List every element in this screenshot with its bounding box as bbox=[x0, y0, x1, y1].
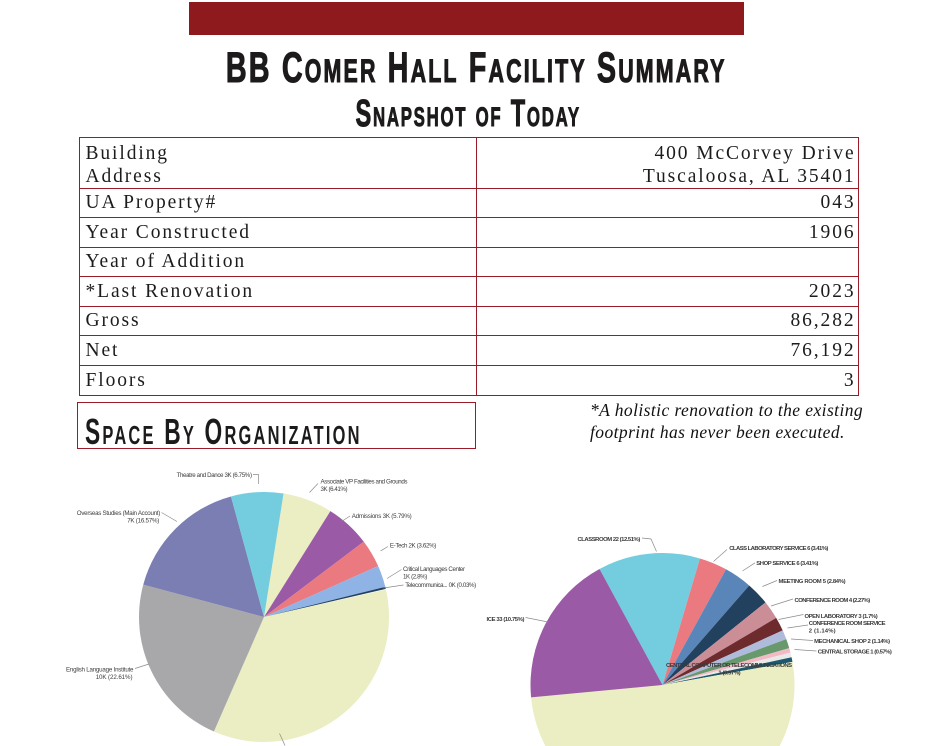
svg-text:CLASSROOM 22 (12.51%): CLASSROOM 22 (12.51%) bbox=[578, 537, 641, 543]
svg-text:English Language Institute: English Language Institute bbox=[66, 667, 134, 674]
svg-text:OPEN LABORATORY 3 (1.7%): OPEN LABORATORY 3 (1.7%) bbox=[805, 614, 878, 620]
svg-text:Associate VP Facilities and Gr: Associate VP Facilities and Grounds bbox=[321, 479, 408, 486]
svg-text:7K (16.57%): 7K (16.57%) bbox=[127, 518, 159, 525]
svg-text:CONFERENCE ROOM 4 (2.27%): CONFERENCE ROOM 4 (2.27%) bbox=[795, 598, 871, 604]
svg-text:Overseas Studies (Main Account: Overseas Studies (Main Account) bbox=[77, 510, 161, 517]
svg-text:SHOP SERVICE 6 (3.41%): SHOP SERVICE 6 (3.41%) bbox=[756, 561, 818, 567]
svg-text:Critical Languages Center: Critical Languages Center bbox=[403, 566, 465, 573]
svg-text:CENTRAL STORAGE 1 (0.57%): CENTRAL STORAGE 1 (0.57%) bbox=[818, 649, 892, 655]
svg-text:3K (6.41%): 3K (6.41%) bbox=[321, 486, 348, 493]
svg-text:CONFERENCE ROOM SERVICE: CONFERENCE ROOM SERVICE bbox=[809, 621, 886, 627]
svg-text:MEETING ROOM 5 (2.84%): MEETING ROOM 5 (2.84%) bbox=[779, 579, 846, 585]
svg-text:MECHANICAL SHOP 2 (1.14%): MECHANICAL SHOP 2 (1.14%) bbox=[814, 639, 890, 645]
svg-text:ICE 33 (10.75%): ICE 33 (10.75%) bbox=[487, 617, 525, 623]
svg-text:CENTRAL COMPUTER OR TELECOMMUN: CENTRAL COMPUTER OR TELECOMMUNICATIONS bbox=[666, 663, 792, 669]
svg-text:Telecommunica... 0K (0.03%): Telecommunica... 0K (0.03%) bbox=[405, 582, 476, 589]
svg-text:10K (22.61%): 10K (22.61%) bbox=[96, 674, 133, 681]
svg-text:1 (0.57%): 1 (0.57%) bbox=[718, 670, 740, 676]
svg-text:1K (2.8%): 1K (2.8%) bbox=[403, 574, 427, 581]
svg-text:2 (1.14%): 2 (1.14%) bbox=[809, 629, 836, 635]
svg-text:E-Tech 2K (3.62%): E-Tech 2K (3.62%) bbox=[390, 543, 436, 550]
svg-text:Admissions 3K (5.79%): Admissions 3K (5.79%) bbox=[352, 513, 412, 520]
svg-text:Theatre and Dance 3K (6.75%): Theatre and Dance 3K (6.75%) bbox=[177, 472, 252, 479]
svg-text:CLASS LABORATORY SERVICE 6 (3.: CLASS LABORATORY SERVICE 6 (3.41%) bbox=[729, 546, 828, 552]
